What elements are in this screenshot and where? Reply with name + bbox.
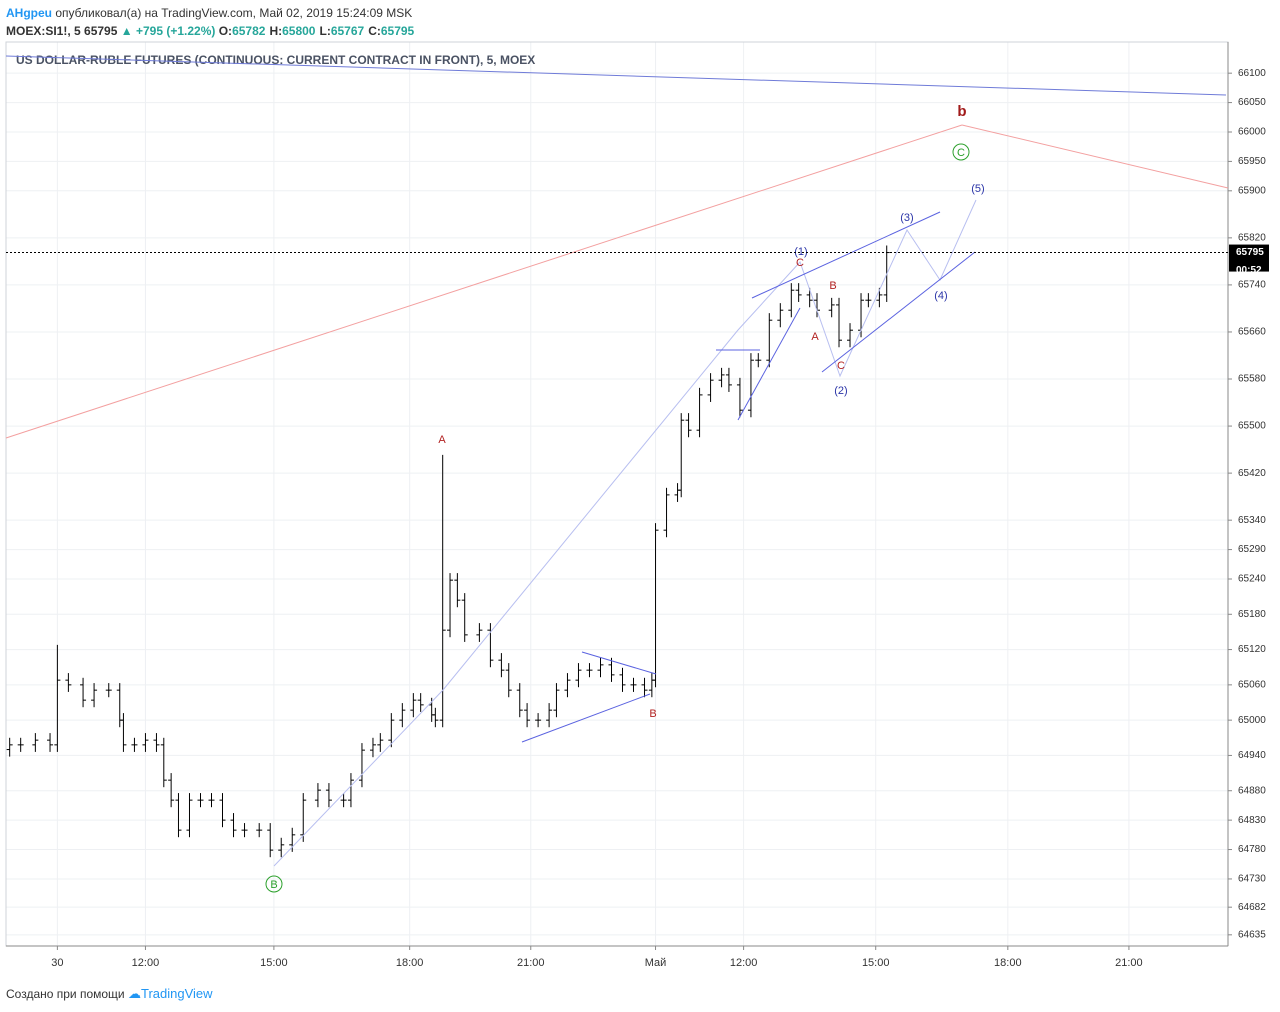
annotation: A	[811, 331, 819, 343]
annotation: B	[649, 708, 656, 720]
field-label: O:	[218, 24, 233, 38]
y-tick-label: 64940	[1238, 750, 1266, 761]
field-value: 65795	[380, 24, 415, 38]
y-tick-label: 64780	[1238, 844, 1266, 855]
x-tick-label: 21:00	[1115, 957, 1143, 969]
annotation: (2)	[834, 385, 847, 397]
annotation: B	[829, 280, 836, 292]
y-tick-label: 64830	[1238, 815, 1266, 826]
price: 65795	[84, 24, 118, 38]
chart-title: US DOLLAR-RUBLE FUTURES (CONTINUOUS: CUR…	[16, 53, 535, 67]
price-box	[1229, 244, 1269, 272]
x-tick-label: 15:00	[260, 957, 288, 969]
header: AHgpeu опубликовал(а) на TradingView.com…	[6, 4, 418, 40]
annotation: C	[796, 257, 804, 269]
y-tick-label: 65120	[1238, 644, 1266, 655]
annotations: A B B (1) C B A C (2) (3) (4) (5) b C	[270, 103, 984, 891]
symbol: MOEX:SI1!, 5	[6, 24, 81, 38]
y-tick-label: 65820	[1238, 232, 1266, 243]
x-tick-label: Май	[645, 957, 667, 969]
annotation: (5)	[971, 183, 984, 195]
wave-circle	[265, 875, 283, 893]
annotation: b	[957, 103, 966, 120]
channel-line	[737, 307, 801, 421]
y-tick-label: 65660	[1238, 327, 1266, 338]
y-tick-label: 65500	[1238, 421, 1266, 432]
annotation: A	[438, 434, 446, 446]
y-tick-label: 64682	[1238, 902, 1266, 913]
y-tick-label: 66100	[1238, 68, 1266, 79]
x-tick-label: 18:00	[396, 957, 424, 969]
y-tick-label: 65740	[1238, 280, 1266, 291]
x-tick-label: 21:00	[517, 957, 545, 969]
y-tick-label: 65290	[1238, 544, 1266, 555]
y-tick-label: 65340	[1238, 515, 1266, 526]
field-label: C:	[368, 24, 381, 38]
field-label: L:	[319, 24, 331, 38]
channel-line	[581, 651, 657, 675]
author: AHgpeu	[6, 6, 52, 20]
y-tick-label: 64635	[1238, 929, 1266, 940]
wave-path	[273, 199, 977, 867]
y-tick-label: 65950	[1238, 156, 1266, 167]
countdown: 00:52	[1236, 265, 1262, 276]
x-tick-label: 18:00	[994, 957, 1022, 969]
annotation: (3)	[900, 212, 913, 224]
x-tick-label: 15:00	[862, 957, 890, 969]
bars	[6, 245, 890, 858]
y-tick-label: 66000	[1238, 127, 1266, 138]
annotation: C	[957, 147, 965, 159]
field-value: 65800	[282, 24, 316, 38]
channel-line	[751, 211, 941, 299]
channel-line	[521, 693, 651, 743]
brand[interactable]: ☁TradingView	[127, 986, 213, 1001]
field-label: H:	[269, 24, 283, 38]
ohlc-fields: O:65782 H:65800 L:65767 C:65795	[219, 24, 419, 38]
x-tick-label: 12:00	[730, 957, 758, 969]
y-tick-label: 65000	[1238, 715, 1266, 726]
annotation: B	[270, 879, 277, 891]
y-tick-label: 65240	[1238, 574, 1266, 585]
change-icon: ▲	[120, 24, 133, 38]
y-tick-label: 65900	[1238, 185, 1266, 196]
trend-line	[5, 55, 1227, 96]
x-tick-label: 12:00	[132, 957, 160, 969]
x-tick-label: 30	[51, 957, 63, 969]
y-tick-label: 65060	[1238, 679, 1266, 690]
y-tick-label: 64730	[1238, 874, 1266, 885]
y-tick-label: 65420	[1238, 468, 1266, 479]
field-value: 65782	[232, 24, 266, 38]
channel-line	[821, 251, 976, 373]
annotation: (1)	[794, 246, 807, 258]
footer: Создано при помощи ☁TradingView	[6, 986, 213, 1002]
y-tick-label: 66050	[1238, 97, 1266, 108]
trend-line	[961, 124, 1229, 189]
field-value: 65767	[330, 24, 365, 38]
grid	[6, 42, 1228, 946]
published: опубликовал(а) на TradingView.com, Май 0…	[55, 6, 413, 20]
y-tick-label: 65580	[1238, 374, 1266, 385]
footer-text: Создано при помощи	[6, 987, 125, 1001]
annotation: C	[837, 360, 845, 372]
y-tick-label: 65180	[1238, 609, 1266, 620]
y-tick-label: 64880	[1238, 785, 1266, 796]
trend-line	[5, 124, 963, 439]
axes: 66100 66050 66000 65950 65900 65820 65740 65660…	[6, 68, 1269, 969]
price-label: 65795	[1236, 247, 1264, 258]
drawings	[5, 55, 1229, 893]
wave-circle	[952, 143, 970, 161]
brand-name[interactable]: TradingView	[140, 986, 213, 1001]
annotation: (4)	[934, 290, 947, 302]
change: +795 (+1.22%)	[135, 24, 216, 38]
